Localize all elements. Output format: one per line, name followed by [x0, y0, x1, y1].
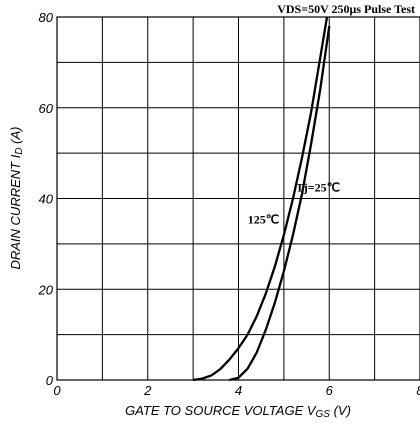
- x-tick-label: 2: [143, 383, 152, 398]
- y-tick-label: 80: [39, 10, 54, 25]
- plot-frame: [56, 16, 420, 381]
- pulse-test-annotation: VDS=50V 250μs Pulse Test: [277, 2, 415, 16]
- y-tick-label: 40: [39, 192, 54, 207]
- x-tick-label: 8: [416, 383, 420, 398]
- series-label-layer: 125℃ Tj=25℃: [248, 181, 340, 227]
- y-axis-title: DRAIN CURRENT ID (A): [8, 126, 25, 269]
- series-label-125c: 125℃: [248, 212, 279, 226]
- y-tick-label: 60: [39, 101, 54, 116]
- grid-layer: [57, 17, 420, 380]
- series-line-125c: [192, 16, 329, 382]
- series-line-tj-25c: [229, 25, 331, 382]
- x-axis-title: GATE TO SOURCE VOLTAGE VGS (V): [125, 403, 351, 420]
- x-tick-label: 0: [53, 383, 61, 398]
- series-label-tj-25c: Tj=25℃: [296, 181, 340, 195]
- x-tick-label: 4: [235, 383, 242, 398]
- y-tick-label: 0: [46, 373, 54, 388]
- tick-layer: 02468020406080: [38, 10, 420, 398]
- curve-layer: [192, 16, 331, 382]
- y-tick-label: 20: [38, 282, 54, 297]
- x-tick-label: 6: [326, 383, 334, 398]
